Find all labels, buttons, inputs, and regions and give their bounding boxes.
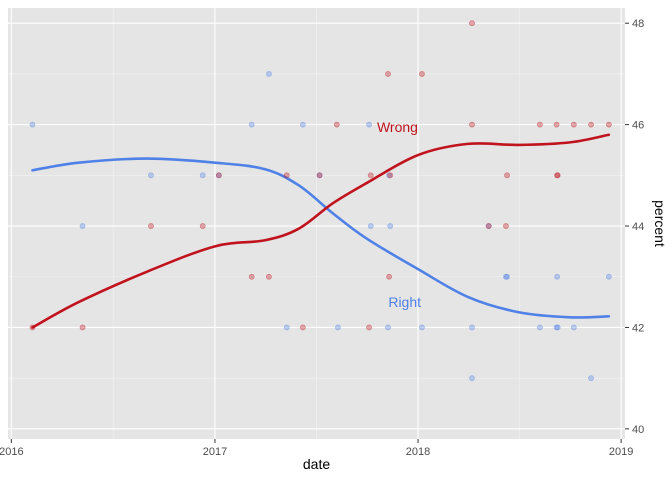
wrong-data-point [469, 121, 475, 128]
wrong-data-point [553, 121, 560, 128]
y-axis: 40 42 44 46 48 [625, 18, 644, 436]
y-tick-label: 42 [632, 322, 644, 334]
right-data-point [485, 223, 492, 229]
right-data-point [366, 121, 372, 128]
right-series-label: Right [388, 294, 421, 310]
right-data-point [79, 223, 86, 229]
right-data-point [588, 375, 594, 382]
wrong-data-point [148, 223, 154, 229]
y-tick-label: 40 [632, 424, 644, 436]
wrong-data-point [316, 172, 323, 179]
wrong-data-point [554, 172, 561, 179]
x-tick-label: 2016 [0, 446, 24, 458]
right-data-point [554, 324, 561, 331]
right-data-point [299, 121, 306, 128]
wrong-data-point [605, 121, 612, 128]
wrong-data-point [333, 121, 340, 128]
wrong-data-point [248, 273, 255, 280]
wrong-data-point [469, 20, 475, 27]
right-data-point [387, 223, 394, 229]
wrong-data-point [485, 223, 492, 229]
y-tick-label: 48 [632, 18, 644, 30]
wrong-data-point [504, 172, 510, 179]
right-data-point [335, 324, 341, 331]
right-data-point [367, 223, 374, 229]
right-data-point [199, 172, 206, 179]
right-data-point [215, 172, 222, 179]
right-smooth-line [31, 157, 611, 319]
wrong-data-point [385, 71, 391, 77]
wrong-smooth-line [31, 133, 611, 329]
wrong-data-point [266, 273, 272, 280]
wrong-data-point [419, 71, 425, 77]
right-data-point [553, 324, 560, 331]
right-data-point [469, 375, 475, 382]
x-axis-title: date [303, 456, 330, 472]
wrong-data-point [588, 121, 594, 128]
y-axis-title: percent [652, 200, 668, 247]
right-data-point [148, 172, 154, 179]
x-tick-label: 2019 [609, 446, 633, 458]
wrong-data-point [79, 324, 86, 331]
wrong-data-point [215, 172, 222, 179]
wrong-data-point [536, 121, 543, 128]
right-data-point [316, 172, 323, 179]
right-data-point [419, 324, 425, 331]
right-data-point [386, 172, 393, 179]
right-data-point [605, 273, 612, 280]
wrong-series-label: Wrong [377, 119, 418, 135]
right-data-point [554, 273, 561, 280]
wrong-data-point [387, 172, 394, 179]
x-tick-label: 2017 [203, 446, 227, 458]
smooth-lines [31, 133, 611, 329]
y-tick-label: 46 [632, 120, 644, 132]
x-tick-label: 2018 [406, 446, 430, 458]
right-data-point [248, 121, 255, 128]
right-data-point [385, 324, 391, 331]
right-data-point [469, 324, 475, 331]
wrong-data-point [554, 172, 561, 179]
wrong-data-point [570, 121, 577, 128]
wrong-data-point [366, 324, 372, 331]
wrong-data-point [367, 172, 374, 179]
wrong-data-point [299, 324, 306, 331]
right-data-point [570, 324, 577, 331]
wrong-data-point [386, 273, 393, 280]
series-labels: Right Wrong [377, 119, 421, 310]
right-data-point [503, 273, 509, 280]
x-axis: 2016 2017 2018 2019 [0, 439, 633, 458]
data-points [29, 20, 612, 382]
y-tick-label: 44 [632, 221, 644, 233]
right-data-point [504, 273, 510, 280]
wrong-data-point [199, 223, 206, 229]
wrong-data-point [283, 172, 290, 179]
right-data-point [29, 121, 36, 128]
minor-grid [8, 8, 625, 439]
right-data-point [536, 324, 543, 331]
right-data-point [266, 71, 272, 77]
major-grid [8, 8, 625, 439]
right-data-point [283, 324, 290, 331]
wrong-data-point [29, 324, 36, 331]
wrong-data-point [503, 223, 509, 229]
